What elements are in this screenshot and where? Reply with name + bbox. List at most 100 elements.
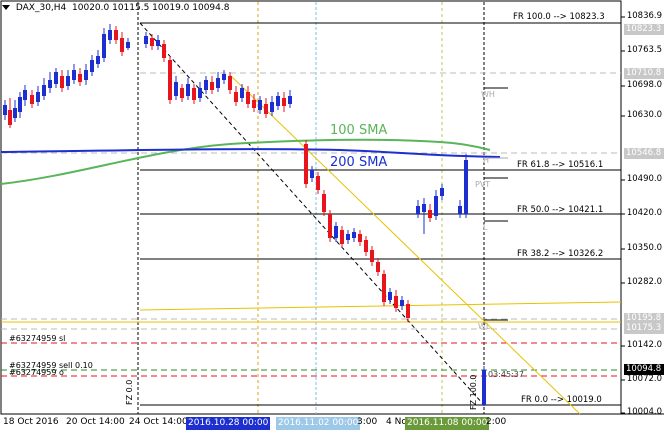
candle-body bbox=[18, 97, 22, 112]
candle-body bbox=[78, 74, 82, 82]
candle-body bbox=[174, 82, 178, 96]
candle-body bbox=[120, 38, 124, 52]
price-label: 10420.0 bbox=[626, 208, 662, 218]
current-price-box: 10094.8 bbox=[624, 364, 664, 375]
candle-body bbox=[406, 304, 410, 318]
candle-body bbox=[42, 85, 46, 96]
candle-body bbox=[464, 160, 468, 214]
candle-body bbox=[90, 60, 94, 72]
candle-body bbox=[36, 92, 40, 102]
candle-body bbox=[8, 110, 12, 125]
candle-body bbox=[346, 234, 350, 240]
pivot-h-label: H bbox=[483, 156, 490, 165]
candle-body bbox=[310, 170, 314, 178]
fibo-diagonal bbox=[139, 22, 485, 406]
candle-body bbox=[334, 226, 338, 238]
candle-body bbox=[13, 108, 17, 118]
price-label: 10490.0 bbox=[626, 174, 662, 184]
candle-body bbox=[276, 96, 280, 106]
dropdown-arrow-icon[interactable] bbox=[2, 5, 10, 10]
candle-body bbox=[304, 144, 308, 184]
pivot-l-label: L bbox=[483, 223, 488, 232]
candle-body bbox=[234, 92, 238, 102]
candle-body bbox=[168, 60, 172, 100]
candle-body bbox=[428, 210, 432, 218]
candle-body bbox=[264, 104, 268, 114]
candle-body bbox=[440, 188, 444, 196]
price-label: 10698.0 bbox=[626, 80, 662, 90]
sma200-label: 200 SMA bbox=[330, 155, 388, 170]
price-box-fr61: 10546.8 bbox=[624, 148, 664, 159]
candle-body bbox=[270, 102, 274, 112]
candle-body bbox=[3, 105, 7, 115]
candle-body bbox=[352, 232, 356, 238]
price-box-level: 10195.8 bbox=[624, 313, 664, 324]
candle-body bbox=[364, 240, 368, 252]
price-box-fr100: 10823.3 bbox=[624, 24, 664, 35]
candle-body bbox=[316, 176, 320, 190]
candle-body bbox=[150, 38, 154, 46]
price-label: 10072.0 bbox=[626, 374, 662, 384]
pivot-wh-label: WH bbox=[481, 90, 495, 99]
time-label: 3:00 bbox=[357, 417, 378, 427]
fz-label-left: FZ 0.0 bbox=[125, 379, 134, 405]
time-label: 20 Oct 14:00 bbox=[66, 417, 125, 427]
time-highlight: 2016.10.28 00:00 bbox=[186, 417, 271, 430]
time-highlight: 2016.11.08 00:00 bbox=[405, 417, 490, 430]
price-label: 10142.0 bbox=[626, 340, 662, 350]
sma200-line bbox=[0, 148, 501, 158]
candle-body bbox=[108, 30, 112, 40]
time-label: 2:00 bbox=[486, 417, 507, 427]
candle-body bbox=[240, 88, 244, 98]
price-label: 10836.9 bbox=[626, 11, 662, 21]
candle-body bbox=[180, 88, 184, 98]
sma100-line bbox=[0, 138, 491, 185]
time-highlight: 2016.11.02 00:00 bbox=[276, 417, 361, 430]
candle-body bbox=[210, 82, 214, 90]
candle-body bbox=[228, 76, 232, 90]
bar-countdown: 03:45:37 bbox=[488, 370, 524, 379]
candle-body bbox=[482, 370, 486, 405]
pivot-wl-label: WL bbox=[478, 322, 491, 331]
candle-body bbox=[434, 196, 438, 216]
candle-body bbox=[328, 214, 332, 238]
candle-body bbox=[54, 72, 58, 84]
candle-body bbox=[416, 206, 420, 214]
price-label: 10763.5 bbox=[626, 45, 662, 55]
candle-body bbox=[382, 274, 386, 302]
time-label: 4 No bbox=[386, 417, 407, 427]
order-open-label: #63274959 o bbox=[9, 368, 64, 377]
candle-body bbox=[458, 206, 462, 214]
candle-body bbox=[288, 96, 292, 104]
candle-body bbox=[114, 30, 118, 40]
candle-body bbox=[388, 292, 392, 300]
candle-body bbox=[322, 194, 326, 212]
candle-body bbox=[376, 262, 380, 272]
candle-body bbox=[144, 36, 148, 44]
fibo-label-100: FR 100.0 --> 10823.3 bbox=[513, 12, 605, 22]
candle-body bbox=[48, 80, 52, 88]
candle-body bbox=[126, 42, 130, 48]
candle-body bbox=[156, 40, 160, 46]
candle-body bbox=[400, 300, 404, 306]
chart-header: DAX_30,H4 10020.0 10115.5 10019.0 10094.… bbox=[2, 3, 229, 13]
time-label: 24 Oct 14:00 bbox=[129, 417, 188, 427]
fibo-label-61: FR 61.8 --> 10516.1 bbox=[517, 160, 604, 170]
candle-body bbox=[60, 76, 64, 88]
price-label: 10630.0 bbox=[626, 110, 662, 120]
candle-body bbox=[198, 88, 202, 98]
trend-line-yellow bbox=[229, 74, 581, 415]
candle-body bbox=[222, 74, 226, 80]
ohlc-values: 10020.0 10115.5 10019.0 10094.8 bbox=[72, 3, 230, 13]
candle-body bbox=[30, 95, 34, 104]
candle-body bbox=[186, 84, 190, 96]
price-label: 10350.0 bbox=[626, 243, 662, 253]
fibo-label-0: FR 0.0 --> 10019.0 bbox=[521, 395, 602, 405]
candle-body bbox=[358, 234, 362, 242]
candle-body bbox=[96, 56, 100, 64]
candle-body bbox=[422, 204, 426, 212]
price-box-wh: 10710.8 bbox=[624, 68, 664, 79]
order-sl-label: #63274959 sl bbox=[9, 334, 66, 343]
trend-line-lower bbox=[139, 301, 622, 311]
